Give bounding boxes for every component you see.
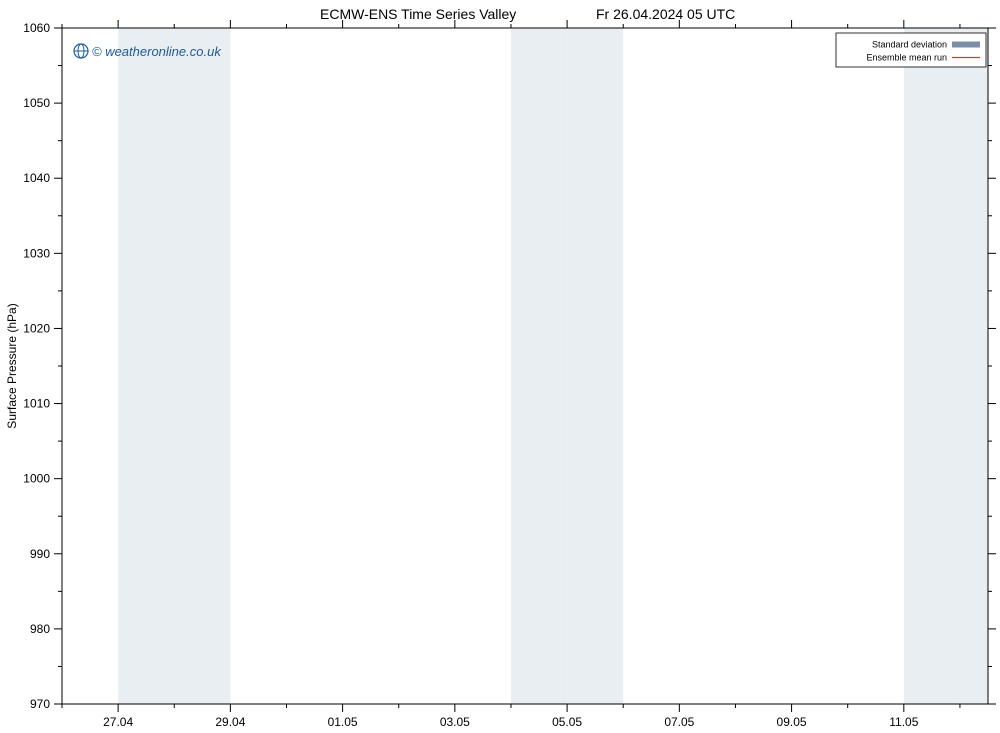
svg-text:1050: 1050 — [23, 96, 50, 110]
svg-text:01.05: 01.05 — [328, 715, 358, 729]
svg-text:980: 980 — [30, 622, 50, 636]
svg-text:Surface Pressure (hPa): Surface Pressure (hPa) — [5, 303, 19, 428]
svg-text:07.05: 07.05 — [664, 715, 694, 729]
pressure-chart: 970 980 990 1000 1010 1020 1030 1040 1050 1060 Sur… — [0, 0, 1000, 733]
chart-container: ECMW-ENS Time Series Valley Fr 26.04.202… — [0, 0, 1000, 733]
svg-text:Standard deviation: Standard deviation — [872, 40, 947, 50]
svg-text:Ensemble mean run: Ensemble mean run — [866, 53, 947, 63]
svg-text:11.05: 11.05 — [889, 715, 918, 729]
svg-text:29.04: 29.04 — [215, 715, 245, 729]
chart-title-left: ECMW-ENS Time Series Valley — [320, 6, 516, 22]
svg-text:1040: 1040 — [23, 171, 50, 185]
svg-text:1000: 1000 — [23, 472, 50, 486]
svg-text:1060: 1060 — [23, 21, 50, 35]
svg-text:03.05: 03.05 — [440, 715, 470, 729]
svg-text:09.05: 09.05 — [777, 715, 807, 729]
svg-text:990: 990 — [30, 547, 50, 561]
svg-text:27.04: 27.04 — [103, 715, 133, 729]
svg-text:1020: 1020 — [23, 321, 50, 335]
svg-text:05.05: 05.05 — [552, 715, 582, 729]
svg-text:970: 970 — [30, 697, 50, 711]
svg-text:1030: 1030 — [23, 246, 50, 260]
svg-text:© weatheronline.co.uk: © weatheronline.co.uk — [92, 44, 222, 59]
svg-text:1010: 1010 — [23, 397, 50, 411]
chart-title-right: Fr 26.04.2024 05 UTC — [596, 6, 735, 22]
